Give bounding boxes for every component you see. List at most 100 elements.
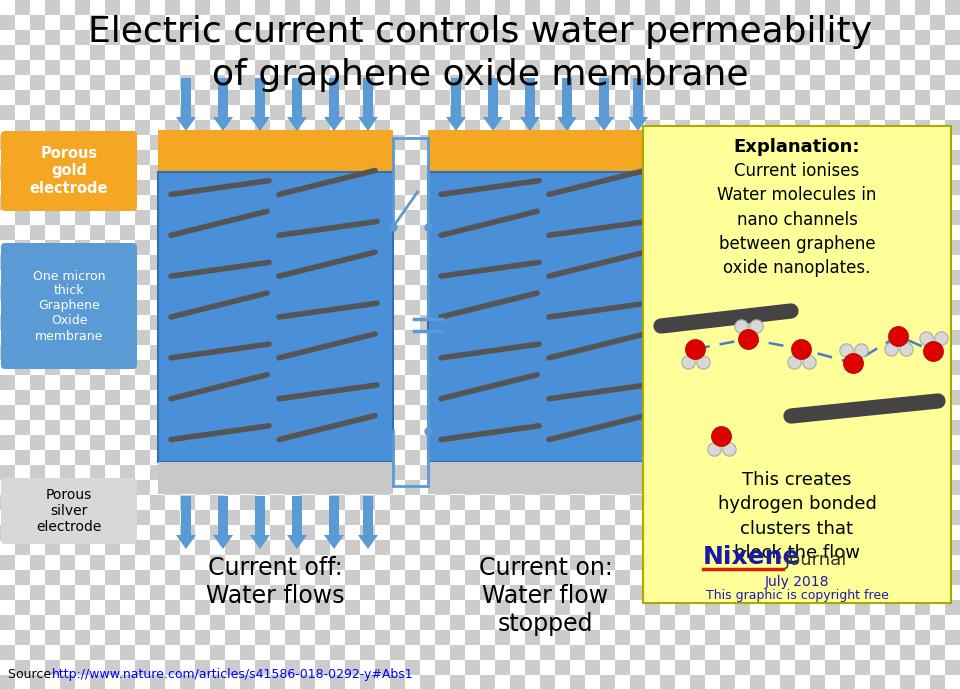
Bar: [465, 495, 480, 510]
Bar: [135, 435, 150, 450]
Bar: [150, 300, 165, 315]
Bar: [180, 45, 195, 60]
Bar: [450, 45, 465, 60]
Bar: [720, 225, 735, 240]
Bar: [195, 675, 210, 689]
Bar: [750, 375, 765, 390]
Bar: [900, 375, 915, 390]
Bar: [315, 675, 330, 689]
Bar: [930, 450, 945, 465]
Bar: [780, 300, 795, 315]
Polygon shape: [250, 117, 270, 131]
Bar: [195, 330, 210, 345]
Bar: [705, 300, 720, 315]
Bar: [885, 405, 900, 420]
Bar: [315, 525, 330, 540]
Bar: [405, 435, 420, 450]
Bar: [525, 570, 540, 585]
Bar: [660, 420, 675, 435]
Bar: [450, 210, 465, 225]
Bar: [810, 60, 825, 75]
Bar: [855, 255, 870, 270]
Bar: [540, 150, 555, 165]
Bar: [0, 240, 15, 255]
Bar: [915, 60, 930, 75]
Bar: [720, 195, 735, 210]
Bar: [195, 405, 210, 420]
Bar: [810, 615, 825, 630]
Bar: [570, 570, 585, 585]
Bar: [45, 285, 60, 300]
Bar: [870, 315, 885, 330]
Bar: [435, 60, 450, 75]
Bar: [435, 465, 450, 480]
Bar: [930, 240, 945, 255]
Bar: [795, 150, 810, 165]
Bar: [630, 105, 645, 120]
Bar: [675, 375, 690, 390]
Bar: [585, 420, 600, 435]
Bar: [225, 480, 240, 495]
Bar: [345, 270, 360, 285]
Bar: [495, 150, 510, 165]
Bar: [765, 675, 780, 689]
Bar: [840, 330, 855, 345]
Bar: [0, 165, 15, 180]
Bar: [270, 360, 285, 375]
Bar: [510, 405, 525, 420]
Polygon shape: [324, 117, 344, 131]
Bar: [390, 360, 405, 375]
Bar: [690, 90, 705, 105]
Bar: [510, 210, 525, 225]
Bar: [60, 75, 75, 90]
Bar: [375, 195, 390, 210]
Bar: [780, 435, 795, 450]
Bar: [720, 405, 735, 420]
Bar: [120, 390, 135, 405]
Bar: [180, 150, 195, 165]
Bar: [75, 180, 90, 195]
Bar: [345, 195, 360, 210]
Bar: [75, 630, 90, 645]
Bar: [15, 675, 30, 689]
Bar: [705, 330, 720, 345]
Bar: [825, 375, 840, 390]
Bar: [105, 165, 120, 180]
Bar: [75, 240, 90, 255]
Bar: [225, 330, 240, 345]
Bar: [60, 675, 75, 689]
Bar: [825, 195, 840, 210]
Bar: [225, 360, 240, 375]
Bar: [570, 465, 585, 480]
Bar: [690, 285, 705, 300]
Bar: [270, 255, 285, 270]
Bar: [165, 315, 180, 330]
Bar: [390, 120, 405, 135]
Bar: [840, 375, 855, 390]
Bar: [315, 90, 330, 105]
Bar: [135, 270, 150, 285]
Bar: [705, 630, 720, 645]
Bar: [585, 675, 600, 689]
Bar: [90, 465, 105, 480]
Bar: [570, 375, 585, 390]
Bar: [255, 330, 270, 345]
Bar: [150, 615, 165, 630]
Bar: [330, 210, 345, 225]
Bar: [45, 630, 60, 645]
Bar: [450, 75, 465, 90]
Bar: [615, 585, 630, 600]
Bar: [255, 675, 270, 689]
Bar: [75, 570, 90, 585]
Bar: [150, 375, 165, 390]
Bar: [885, 540, 900, 555]
Bar: [660, 15, 675, 30]
Bar: [390, 645, 405, 660]
Bar: [525, 300, 540, 315]
Bar: [255, 435, 270, 450]
Bar: [495, 480, 510, 495]
Bar: [540, 540, 555, 555]
Bar: [765, 75, 780, 90]
Bar: [420, 180, 435, 195]
Bar: [480, 450, 495, 465]
